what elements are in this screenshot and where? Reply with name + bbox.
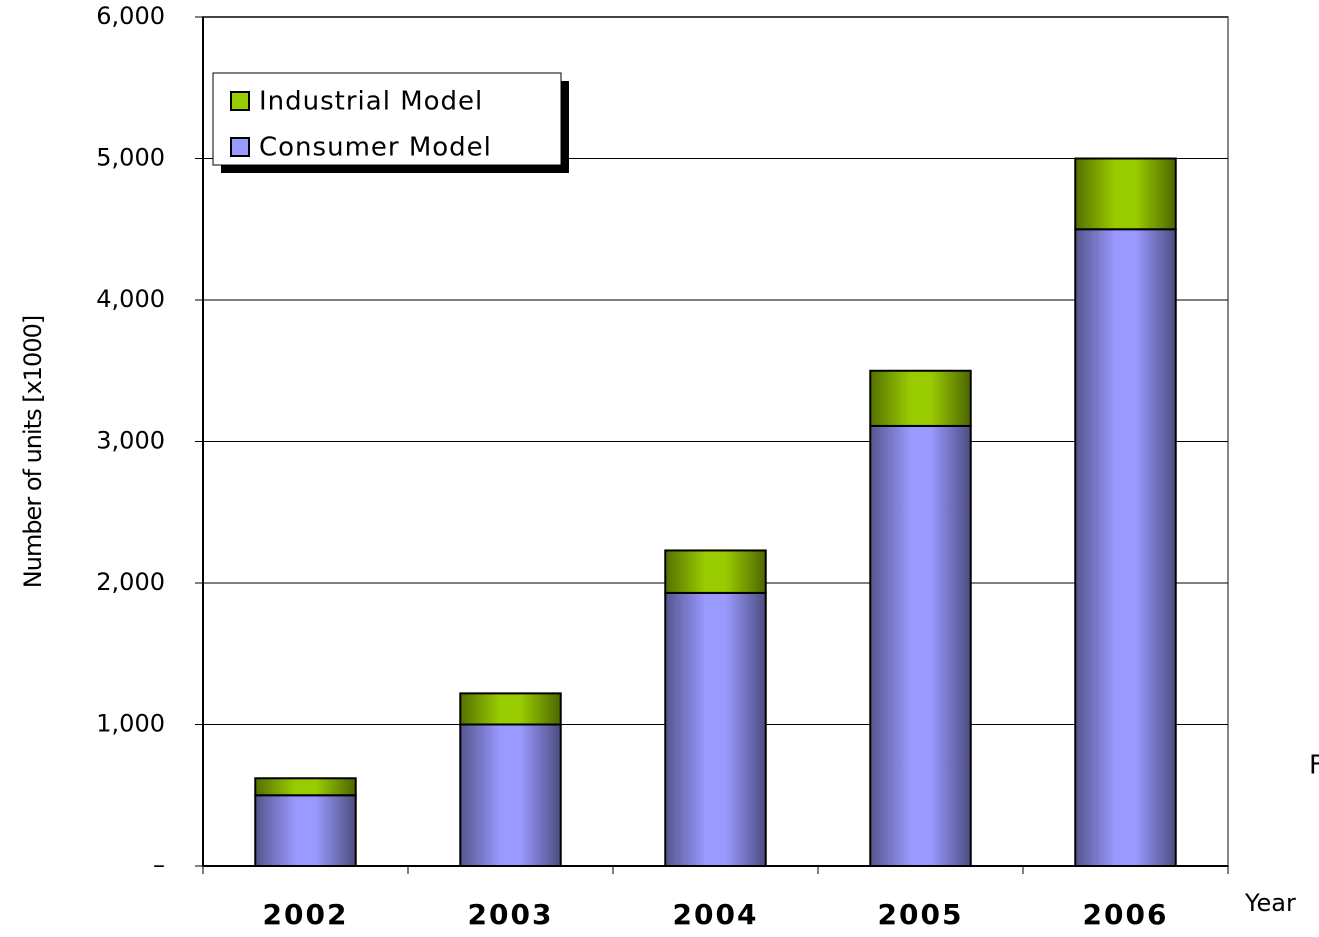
legend [212, 72, 562, 166]
x-tick-label: 2005 [878, 898, 964, 931]
bar-shade [1075, 158, 1176, 230]
y-tick-label: – [153, 851, 165, 879]
legend-swatch [230, 91, 250, 111]
bar-shade [255, 795, 356, 866]
x-tick-label: 2002 [263, 898, 349, 931]
legend-label: Industrial Model [259, 87, 483, 117]
annotation: F [1309, 751, 1319, 781]
bar-shade [255, 778, 356, 796]
y-tick-label: 6,000 [96, 2, 165, 30]
legend-label: Consumer Model [259, 133, 492, 163]
y-tick-label: 2,000 [96, 568, 165, 596]
y-tick-label: 5,000 [96, 144, 165, 172]
y-tick-label: 1,000 [96, 710, 165, 738]
bar-shade [1075, 229, 1176, 866]
bar-shade [460, 724, 561, 866]
y-axis-label: Number of units [x1000] [19, 316, 47, 588]
bar-shade [460, 693, 561, 725]
y-tick-label: 3,000 [96, 427, 165, 455]
y-tick-label: 4,000 [96, 285, 165, 313]
x-tick-label: 2004 [673, 898, 759, 931]
bar-shade [870, 370, 971, 426]
legend-swatch [230, 137, 250, 157]
x-tick-label: 2006 [1083, 898, 1169, 931]
bar-shade [870, 425, 971, 866]
x-axis-label: Year [1244, 889, 1296, 917]
bar-shade [665, 592, 766, 866]
bar-shade [665, 550, 766, 593]
x-tick-label: 2003 [468, 898, 554, 931]
